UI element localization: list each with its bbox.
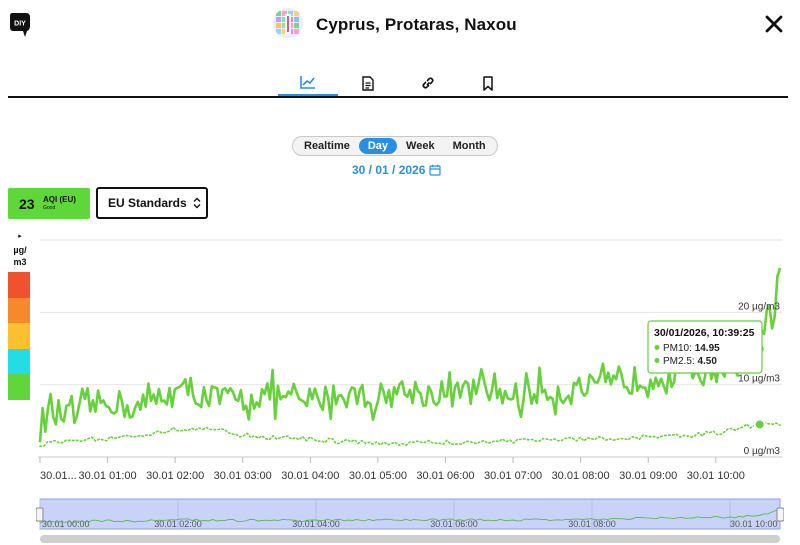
document-icon	[362, 75, 374, 91]
y-tick-label: 10 µg/m3	[738, 374, 780, 385]
navigator-label: 30.01 00:00	[42, 519, 90, 529]
tooltip-row: PM2.5: 4.50	[663, 356, 717, 367]
legend-toggle-button[interactable]: ▸	[18, 233, 22, 240]
y-tick-label: 0 µg/m3	[744, 446, 781, 457]
navigator-selection[interactable]	[39, 498, 781, 530]
station-title: Cyprus, Protaras, Naxou	[316, 15, 517, 34]
x-tick-label: 30.01...	[40, 470, 77, 482]
series-pm10-line[interactable]	[38, 267, 782, 443]
close-button[interactable]	[764, 14, 784, 34]
x-tick-label: 30.01 08:00	[552, 470, 610, 482]
aqi-label: AQI (EU)	[43, 195, 76, 204]
range-day-button[interactable]: Day	[358, 138, 398, 154]
bookmark-icon	[483, 75, 493, 91]
x-tick-label: 30.01 03:00	[214, 470, 272, 482]
x-tick-label: 30.01 06:00	[416, 470, 474, 482]
range-navigator[interactable]: 30.01 00:00 30.01 02:00 30.01 04:00 30.01 0…	[36, 498, 784, 545]
calendar-icon	[429, 164, 442, 176]
tooltip-bullet	[654, 345, 660, 350]
navigator-series-line	[39, 507, 781, 524]
station-header: Cyprus, Protaras, Naxou	[272, 7, 517, 44]
tooltip-row: PM10: 14.95	[663, 343, 720, 354]
x-tick-label: 30.01 09:00	[619, 470, 677, 482]
legend-band-1	[8, 297, 30, 324]
tooltip-box	[647, 320, 763, 374]
pollution-chart[interactable]: 30.01... 30.01 01:00 30.01 02:00 30.01 03:0…	[0, 230, 800, 488]
range-month-button[interactable]: Month	[452, 140, 486, 152]
legend-band-0	[8, 272, 30, 298]
chart-tooltip: 30/01/2026, 10:39:25 PM10: 14.95 PM2.5: 4.…	[647, 320, 763, 374]
navigator-scrollbar[interactable]	[40, 535, 780, 543]
legend-band-4	[8, 374, 30, 400]
station-avatar-icon	[272, 7, 304, 44]
x-tick-label: 30.01 01:00	[79, 470, 137, 482]
navigator-label: 30.01 06:00	[430, 519, 478, 529]
x-tick-label: 30.01 04:00	[281, 470, 339, 482]
chart-line-icon	[300, 76, 315, 89]
y-tick-label: 20 µg/m3	[738, 301, 780, 312]
legend-band-2	[8, 323, 30, 349]
chevron-updown-icon	[193, 197, 201, 209]
date-picker[interactable]: 30 / 01 / 2026	[352, 163, 442, 177]
navigator-label: 30.01 08:00	[568, 519, 616, 529]
navigator-label: 30.01 02:00	[154, 519, 202, 529]
pm25-hover-marker	[753, 418, 766, 431]
tab-bookmark[interactable]	[458, 70, 518, 96]
standards-select[interactable]: EU Standards	[96, 187, 208, 219]
legend-unit: µg/ m3	[8, 244, 32, 268]
aqi-status: Good	[43, 205, 56, 211]
x-tick-label: 30.01 07:00	[484, 470, 542, 482]
legend-unit-line1: µg/	[13, 245, 27, 255]
navigator-left-handle[interactable]	[36, 507, 44, 522]
logo-text: DIY	[14, 21, 26, 28]
tab-chart[interactable]	[278, 70, 338, 96]
tooltip-title: 30/01/2026, 10:39:25	[654, 327, 755, 339]
x-tick-label: 30.01 05:00	[349, 470, 407, 482]
time-range-selector: Realtime Day Week Month	[292, 136, 498, 156]
link-icon	[422, 77, 434, 89]
x-tick-label: 30.01 02:00	[146, 470, 204, 482]
navigator-label: 30.01 10:00	[730, 519, 778, 529]
x-tick-label: 30.01 10:00	[687, 470, 745, 482]
legend-band-3	[8, 348, 30, 375]
range-realtime-button[interactable]: Realtime	[304, 140, 350, 152]
tab-details[interactable]	[338, 70, 398, 96]
standards-value: EU Standards	[108, 196, 187, 210]
navigator-label: 30.01 04:00	[292, 519, 340, 529]
header-divider	[8, 96, 788, 98]
tab-link[interactable]	[398, 70, 458, 96]
date-value: 30 / 01 / 2026	[352, 163, 426, 177]
aqi-value: 23	[19, 195, 35, 212]
navigator-right-handle[interactable]	[776, 507, 784, 522]
legend-unit-line2: m3	[13, 257, 27, 267]
aqi-badge[interactable]: 23 AQI (EU) Good	[8, 188, 90, 219]
range-week-button[interactable]: Week	[406, 140, 435, 152]
series-pm25-line[interactable]	[39, 422, 781, 447]
tooltip-bullet	[654, 358, 660, 363]
tab-bar	[278, 70, 518, 98]
diy-logo: DIY	[8, 12, 32, 38]
aqi-color-legend: ▸ µg/ m3	[8, 232, 32, 400]
close-icon	[765, 15, 783, 33]
